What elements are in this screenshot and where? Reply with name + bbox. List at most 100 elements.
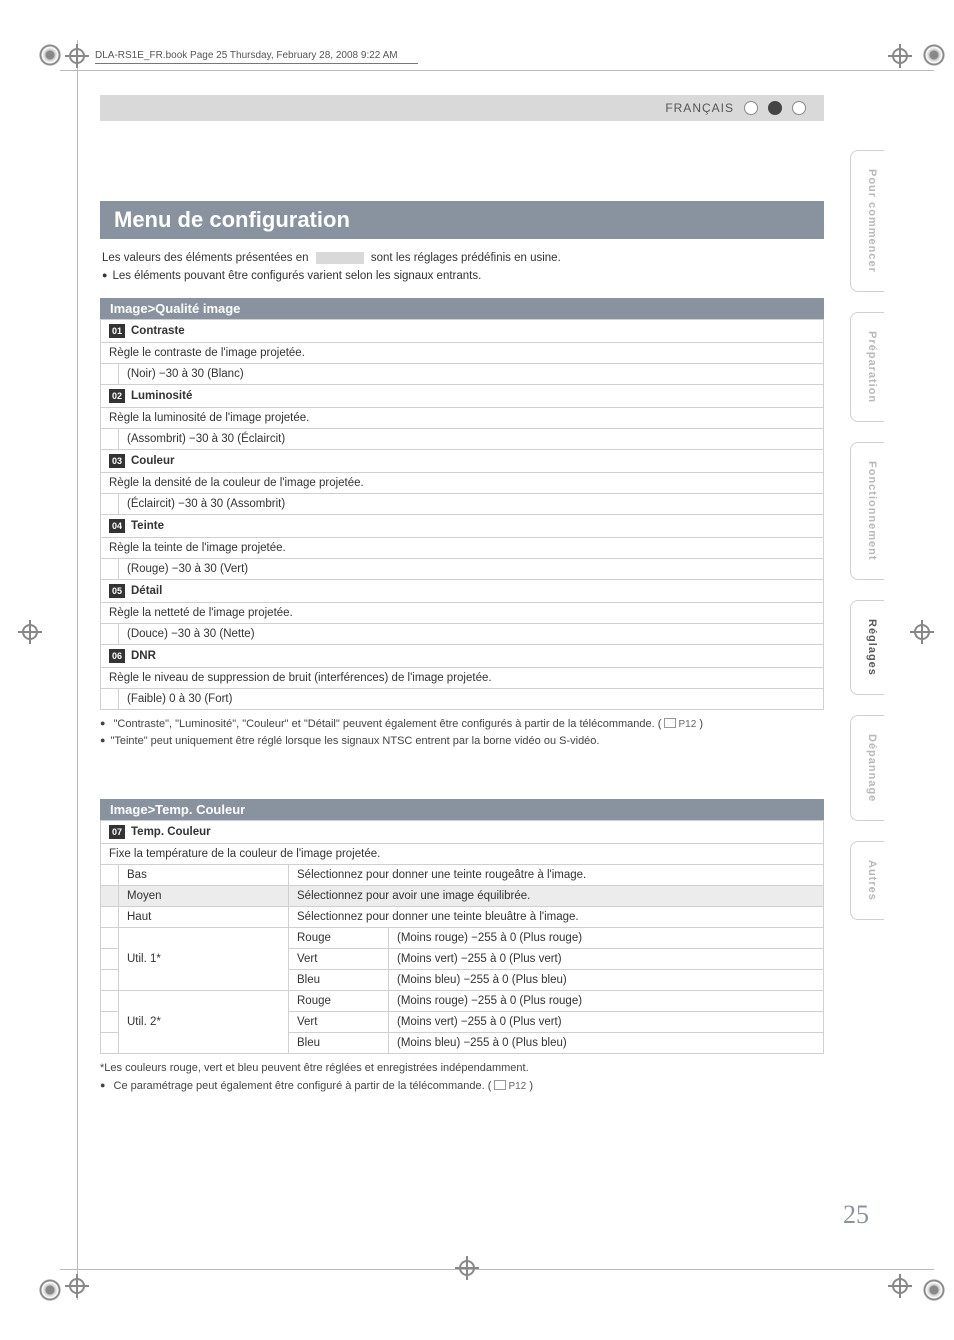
spacer (101, 688, 119, 709)
spacer (101, 906, 119, 927)
channel-range: (Moins bleu) −255 à 0 (Plus bleu) (389, 969, 824, 990)
page-ref: P12 (494, 1079, 526, 1095)
item-header: 02Luminosité (101, 384, 824, 407)
spacer (101, 623, 119, 644)
side-tab[interactable]: Pour commencer (850, 150, 884, 292)
item-header: 04Teinte (101, 514, 824, 537)
lang-dot-2 (768, 101, 782, 115)
intro-bullet: Les éléments pouvant être configurés var… (102, 270, 481, 282)
crosshair-icon (65, 1274, 89, 1298)
spacer (101, 969, 119, 990)
item-header: 06DNR (101, 644, 824, 667)
page-container: DLA-RS1E_FR.book Page 25 Thursday, Febru… (0, 0, 954, 1340)
preset-label: Moyen (119, 885, 289, 906)
spacer (101, 1011, 119, 1032)
side-tab[interactable]: Préparation (850, 312, 884, 422)
spacer (101, 885, 119, 906)
preset-desc: Sélectionnez pour donner une teinte roug… (289, 864, 824, 885)
page-number: 25 (843, 1200, 869, 1230)
preset-desc: Sélectionnez pour donner une teinte bleu… (289, 906, 824, 927)
language-bar: FRANÇAIS (100, 95, 824, 121)
channel-name: Rouge (289, 927, 389, 948)
item-number: 04 (109, 519, 125, 533)
channel-name: Vert (289, 1011, 389, 1032)
crop-mark (919, 1275, 949, 1305)
item-header: 07Temp. Couleur (101, 820, 824, 843)
spacer (101, 990, 119, 1011)
item-range: (Rouge) −30 à 30 (Vert) (119, 558, 824, 579)
qualite-image-table: 01ContrasteRègle le contraste de l'image… (100, 319, 824, 710)
crosshair-icon (455, 1256, 479, 1280)
book-header: DLA-RS1E_FR.book Page 25 Thursday, Febru… (95, 50, 418, 64)
item-number: 05 (109, 584, 125, 598)
note-text: Ce paramétrage peut également être confi… (114, 1080, 492, 1092)
spacer (101, 927, 119, 948)
item-header: 01Contraste (101, 319, 824, 342)
crop-mark (919, 40, 949, 70)
trim-line (60, 70, 934, 71)
item-header: 05Détail (101, 579, 824, 602)
trim-line (77, 40, 78, 1300)
section-header-temp: Image>Temp. Couleur (100, 799, 824, 820)
side-tabs: Pour commencer Préparation Fonctionnement R… (850, 150, 884, 920)
crosshair-icon (18, 620, 42, 644)
intro-part-b: sont les réglages prédéfinis en usine. (371, 252, 561, 264)
spacer (101, 864, 119, 885)
item-desc: Règle la netteté de l'image projetée. (101, 602, 824, 623)
crop-mark (35, 1275, 65, 1305)
crosshair-icon (888, 1274, 912, 1298)
side-tab[interactable]: Fonctionnement (850, 442, 884, 580)
item-range: (Assombrit) −30 à 30 (Éclaircit) (119, 428, 824, 449)
spacer (101, 558, 119, 579)
item-number: 07 (109, 825, 125, 839)
item-number: 02 (109, 389, 125, 403)
note1-end: ) (699, 718, 703, 730)
language-label: FRANÇAIS (665, 101, 734, 115)
channel-name: Vert (289, 948, 389, 969)
item-header: 03Couleur (101, 449, 824, 472)
content-area: FRANÇAIS Menu de configuration Les valeu… (100, 95, 824, 1095)
item-number: 06 (109, 649, 125, 663)
page-ref: P12 (664, 717, 696, 733)
spacer (101, 493, 119, 514)
section-header-qualite: Image>Qualité image (100, 298, 824, 319)
crop-mark (35, 40, 65, 70)
preset-label: Haut (119, 906, 289, 927)
channel-range: (Moins rouge) −255 à 0 (Plus rouge) (389, 927, 824, 948)
side-tab[interactable]: Autres (850, 841, 884, 920)
channel-name: Bleu (289, 969, 389, 990)
item-range: (Noir) −30 à 30 (Blanc) (119, 363, 824, 384)
note2-text: "Teinte" peut uniquement être réglé lors… (100, 733, 824, 751)
intro-part-a: Les valeurs des éléments présentées en (102, 252, 312, 264)
channel-range: (Moins rouge) −255 à 0 (Plus rouge) (389, 990, 824, 1011)
item-desc: Fixe la température de la couleur de l'i… (101, 843, 824, 864)
trim-line (60, 1269, 934, 1270)
side-tab[interactable]: Dépannage (850, 715, 884, 821)
lang-dot-3 (792, 101, 806, 115)
section2-notes: *Les couleurs rouge, vert et bleu peuven… (100, 1060, 824, 1095)
item-range: (Éclaircit) −30 à 30 (Assombrit) (119, 493, 824, 514)
util-label: Util. 1* (119, 927, 289, 990)
temp-couleur-table: 07Temp. CouleurFixe la température de la… (100, 820, 824, 1054)
spacer (101, 363, 119, 384)
footnote: *Les couleurs rouge, vert et bleu peuven… (100, 1060, 824, 1078)
item-desc: Règle la densité de la couleur de l'imag… (101, 472, 824, 493)
lang-dot-1 (744, 101, 758, 115)
page-title: Menu de configuration (100, 201, 824, 239)
section1-notes: "Contraste", "Luminosité", "Couleur" et … (100, 716, 824, 751)
side-tab[interactable]: Réglages (850, 600, 884, 695)
channel-name: Rouge (289, 990, 389, 1011)
item-desc: Règle la teinte de l'image projetée. (101, 537, 824, 558)
util-label: Util. 2* (119, 990, 289, 1053)
item-range: (Faible) 0 à 30 (Fort) (119, 688, 824, 709)
channel-name: Bleu (289, 1032, 389, 1053)
channel-range: (Moins bleu) −255 à 0 (Plus bleu) (389, 1032, 824, 1053)
spacer (101, 1032, 119, 1053)
preset-label: Bas (119, 864, 289, 885)
intro-text: Les valeurs des éléments présentées en s… (102, 249, 822, 286)
page-ref-num: P12 (678, 719, 696, 730)
spacer (101, 428, 119, 449)
channel-range: (Moins vert) −255 à 0 (Plus vert) (389, 948, 824, 969)
book-icon (494, 1080, 506, 1090)
channel-range: (Moins vert) −255 à 0 (Plus vert) (389, 1011, 824, 1032)
